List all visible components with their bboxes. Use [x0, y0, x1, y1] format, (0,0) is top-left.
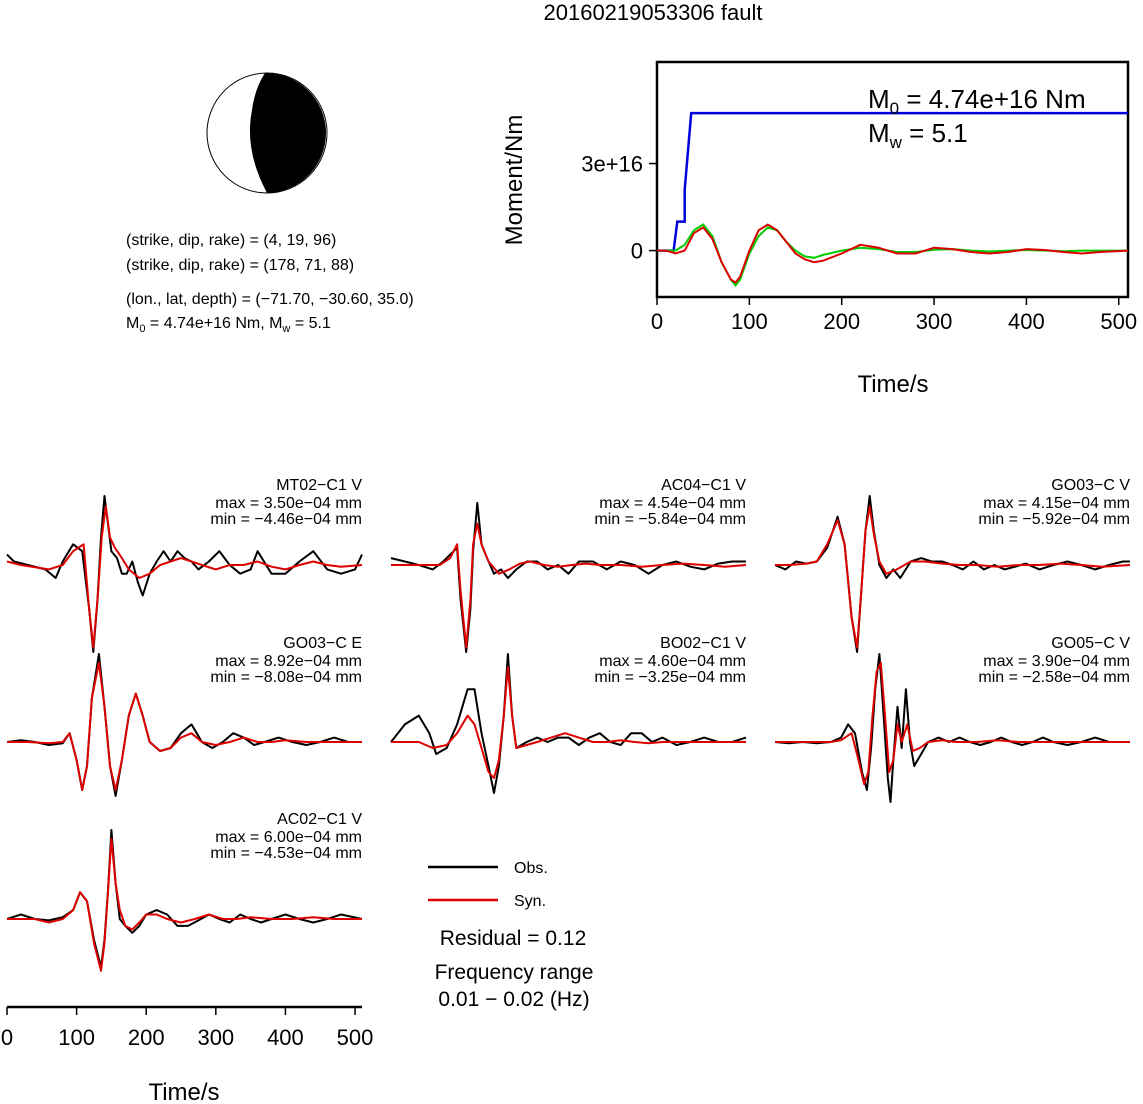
hypocenter-location: (lon., lat, depth) = (−71.70, −30.60, 35…: [126, 291, 414, 308]
station-label: GO03−C E: [283, 635, 362, 652]
station-min-label: min = −5.92e−04 mm: [978, 511, 1130, 528]
frequency-range-label: Frequency range: [435, 961, 594, 984]
station-max-label: max = 3.90e−04 mm: [983, 653, 1130, 670]
waveform-xlabel: Time/s: [148, 1079, 219, 1104]
synthetic-trace: [775, 505, 1131, 649]
frequency-range-value: 0.01 − 0.02 (Hz): [438, 988, 589, 1011]
station-max-label: max = 3.50e−04 mm: [215, 495, 362, 512]
m0-value: = 4.74e+16 Nm: [899, 84, 1085, 114]
synthetic-trace: [7, 837, 362, 972]
synthetic-trace: [7, 661, 362, 791]
focal-mechanism-beachball: [206, 72, 328, 194]
figure-title: 20160219053306 fault: [544, 0, 763, 25]
m0-subscript: 0: [890, 99, 899, 118]
station-label: BO02−C1 V: [660, 635, 746, 652]
fault-plane-2: (strike, dip, rake) = (178, 71, 88): [126, 257, 354, 274]
moment-xtick-label: 500: [1100, 309, 1137, 334]
waveform-xtick-label: 100: [58, 1025, 95, 1050]
moment-plot-mw-annotation: Mw = 5.1: [868, 118, 968, 152]
synthetic-trace: [391, 666, 746, 779]
moment-plot-frame: [655, 60, 1130, 299]
station-label: MT02−C1 V: [276, 477, 362, 494]
waveform-xtick-label: 0: [1, 1025, 13, 1050]
moment-xtick-label: 0: [651, 309, 663, 334]
moment-ytick-label: 3e+16: [581, 152, 643, 177]
mw-value-annotation: = 5.1: [902, 118, 968, 148]
moment-xtick-label: 100: [731, 309, 768, 334]
mw-prefix: M: [868, 118, 890, 148]
moment-ytick-label: 0: [631, 239, 643, 264]
moment-xtick-label: 400: [1008, 309, 1045, 334]
station-min-label: min = −4.53e−04 mm: [210, 845, 362, 862]
moment-series-1: [657, 223, 1128, 288]
station-label: GO05−C V: [1051, 635, 1130, 652]
mw-subscript: w: [281, 323, 290, 335]
waveform-xtick-label: 500: [337, 1025, 374, 1050]
station-label: AC02−C1 V: [277, 811, 362, 828]
waveform-xtick-label: 400: [267, 1025, 304, 1050]
synthetic-trace: [6, 505, 363, 649]
moment-prefix: M: [126, 315, 139, 332]
observed-trace: [390, 653, 747, 794]
fault-parameters: (strike, dip, rake) = (4, 19, 96) (strik…: [126, 232, 414, 335]
residual-label: Residual = 0.12: [440, 927, 587, 950]
moment-plot-series: [657, 111, 1129, 288]
moment-plot-m0-annotation: M0 = 4.74e+16 Nm: [868, 84, 1086, 118]
moment-xtick-label: 200: [823, 309, 860, 334]
legend-syn-label: Syn.: [514, 893, 546, 910]
waveform-time-axis: Time/s 0 100 200 300 400 500: [1, 1005, 374, 1104]
station-min-label: min = −8.08e−04 mm: [210, 669, 362, 686]
m0-prefix: M: [868, 84, 890, 114]
station-min-label: min = −5.84e−04 mm: [594, 511, 746, 528]
synthetic-trace: [775, 661, 1130, 785]
moment-summary: M0 = 4.74e+16 Nm, Mw = 5.1: [126, 315, 331, 335]
station-max-label: max = 4.15e−04 mm: [983, 495, 1130, 512]
moment-plot-ticks: 0 100 200 300 400 500 0 3e+16: [581, 152, 1137, 334]
station-label: GO03−C V: [1051, 477, 1130, 494]
moment-subscript: 0: [139, 323, 145, 335]
station-max-label: max = 6.00e−04 mm: [215, 829, 362, 846]
station-min-label: min = −3.25e−04 mm: [594, 669, 746, 686]
moment-xtick-label: 300: [916, 309, 953, 334]
moment-plot-xlabel: Time/s: [857, 371, 928, 398]
beachball-compressional-quadrant: [249, 72, 326, 193]
station-min-label: min = −4.46e−04 mm: [210, 511, 362, 528]
station-min-label: min = −2.58e−04 mm: [978, 669, 1130, 686]
mw-subscript-annotation: w: [889, 133, 903, 152]
mw-value: = 5.1: [290, 315, 331, 332]
moment-value: = 4.74e+16 Nm, M: [145, 315, 282, 332]
waveform-xtick-label: 200: [128, 1025, 165, 1050]
station-max-label: max = 8.92e−04 mm: [215, 653, 362, 670]
synthetic-trace: [391, 522, 747, 649]
waveform-xtick-label: 300: [197, 1025, 234, 1050]
legend-obs-label: Obs.: [514, 860, 548, 877]
station-max-label: max = 4.60e−04 mm: [599, 653, 746, 670]
station-max-label: max = 4.54e−04 mm: [599, 495, 746, 512]
moment-series-2: [657, 223, 1129, 284]
station-label: AC04−C1 V: [661, 477, 746, 494]
moment-plot-ylabel: Moment/Nm: [501, 115, 528, 246]
waveform-legend: Obs. Syn. Residual = 0.12 Frequency rang…: [428, 860, 593, 1011]
fault-plane-1: (strike, dip, rake) = (4, 19, 96): [126, 232, 336, 249]
